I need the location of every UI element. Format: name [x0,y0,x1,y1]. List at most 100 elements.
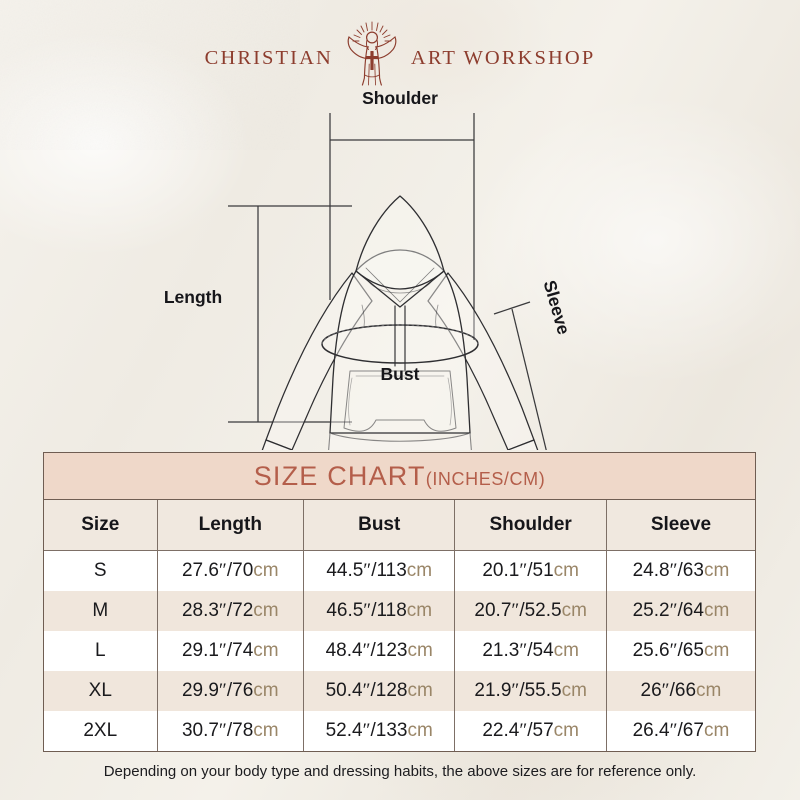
chart-title-cell: SIZE CHART(INCHES/CM) [44,453,755,500]
sleeve-dimension-label: Sleeve [540,278,575,337]
length-cell-inches: 29.1 [181,640,219,661]
chart-title-main: SIZE CHART [253,460,426,491]
shoulder-cell-centimeters: /57 [527,720,554,741]
shoulder-cell: 20.7″/52.5cm [454,591,607,631]
sleeve-cell: 26″/66cm [606,671,755,711]
bust-cell-centimeters: /113 [371,560,407,581]
bust-cell-inches: 52.4 [325,720,363,741]
inch-mark: ″ [661,680,670,701]
length-cell: 29.1″/74cm [157,631,305,671]
length-cell-centimeters: /72 [226,600,254,621]
length-cell-centimeters: /76 [226,680,254,701]
brand-word-right: ART WORKSHOP [410,46,596,69]
sleeve-cell-centimeters: /64 [677,600,704,621]
column-header-shoulder: Shoulder [454,499,607,551]
sleeve-cell-inches: 25.2 [632,600,670,621]
cm-unit: cm [553,720,579,741]
inch-mark: ″ [511,680,520,701]
inch-mark: ″ [669,720,678,741]
hoodie-measurement-diagram: Shoulder Bust Length Sleeve [0,78,800,450]
cm-unit: cm [406,600,433,621]
table-row: L 29.1″/74cm 48.4″/123cm 21.3″/54cm 25.6″/65… [44,631,755,671]
column-header-bust: Bust [303,499,456,551]
shoulder-cell: 21.3″/54cm [454,631,607,671]
sleeve-cell-centimeters: /66 [669,680,697,701]
inch-mark: ″ [362,680,371,701]
hoodie-outline [261,195,539,450]
length-cell-centimeters: /78 [226,720,254,741]
inch-mark: ″ [218,640,227,661]
inch-mark: ″ [218,720,227,741]
bust-cell: 50.4″/128cm [303,671,456,711]
sleeve-cell-inches: 26 [640,680,662,701]
size-rows-body: S 27.6″/70cm 44.5″/113cm 20.1″/51cm 24.8″/63… [44,550,755,751]
inch-mark: ″ [218,680,227,701]
sleeve-cell-centimeters: /67 [677,720,704,741]
shoulder-cell-inches: 20.1 [482,560,520,581]
shoulder-dimension-label: Shoulder [362,88,438,108]
chart-title-row: SIZE CHART(INCHES/CM) [44,453,755,500]
chart-footnote: Depending on your body type and dressing… [103,763,697,780]
sleeve-cell: 24.8″/63cm [606,550,755,591]
inch-mark: ″ [669,560,678,581]
length-cell-inches: 27.6 [181,560,219,581]
cm-unit: cm [561,680,587,701]
table-row: XL 29.9″/76cm 50.4″/128cm 21.9″/55.5cm 26″/6… [44,671,755,711]
cm-unit: cm [703,600,730,621]
bust-dimension-label: Bust [381,364,420,384]
risen-christ-cross-icon [347,21,397,86]
shoulder-cell-centimeters: /51 [527,560,554,581]
bust-cell-centimeters: /123 [370,640,408,661]
bust-ellipse [321,324,479,364]
brand-header: CHRISTIAN [0,18,800,88]
cm-unit: cm [253,720,279,741]
inch-mark: ″ [669,600,678,621]
sleeve-cell-centimeters: /65 [677,640,704,661]
inch-mark: ″ [362,640,371,661]
size-cell: S [44,550,158,591]
shoulder-cell-inches: 21.3 [482,640,520,661]
cm-unit: cm [696,680,722,701]
sleeve-dimension-line [493,301,547,450]
sleeve-cell-inches: 24.8 [632,560,670,581]
bust-cell-centimeters: /118 [371,600,407,621]
inch-mark: ″ [669,640,678,661]
shoulder-cell: 21.9″/55.5cm [454,671,607,711]
column-header-row: Size Length Bust Shoulder Sleeve [44,499,755,551]
cm-unit: cm [553,640,579,661]
shoulder-cell-inches: 21.9 [474,680,512,701]
length-cell: 29.9″/76cm [157,671,305,711]
size-cell: M [44,591,158,631]
table-row: M 28.3″/72cm 46.5″/118cm 20.7″/52.5cm 25.2″/… [44,591,755,631]
length-cell-centimeters: /74 [226,640,254,661]
inch-mark: ″ [362,720,371,741]
length-cell-inches: 30.7 [181,720,219,741]
size-cell: 2XL [44,711,158,751]
cm-unit: cm [253,680,279,701]
column-header-length: Length [157,499,305,551]
bust-cell: 48.4″/123cm [303,631,456,671]
shoulder-cell: 20.1″/51cm [454,550,607,591]
cm-unit: cm [253,640,279,661]
length-cell-inches: 28.3 [181,600,219,621]
shoulder-cell-inches: 20.7 [474,600,512,621]
bust-cell-inches: 48.4 [325,640,363,661]
column-header-sleeve: Sleeve [606,499,755,551]
chart-title-sub: (INCHES/CM) [425,468,546,489]
cm-unit: cm [561,600,587,621]
bust-cell-centimeters: /128 [370,680,408,701]
column-header-size: Size [44,499,158,551]
length-cell: 28.3″/72cm [157,591,305,631]
length-dimension-label: Length [164,287,222,307]
dimension-lines [228,113,475,423]
cm-unit: cm [703,720,730,741]
cm-unit: cm [406,560,433,581]
cm-unit: cm [407,720,433,741]
inch-mark: ″ [511,600,520,621]
cm-unit: cm [553,560,579,581]
size-cell: XL [44,671,158,711]
table-row: 2XL 30.7″/78cm 52.4″/133cm 22.4″/57cm 26.4″/… [44,711,755,751]
bust-cell: 46.5″/118cm [303,591,456,631]
cm-unit: cm [407,640,433,661]
bust-cell-inches: 46.5 [326,600,364,621]
